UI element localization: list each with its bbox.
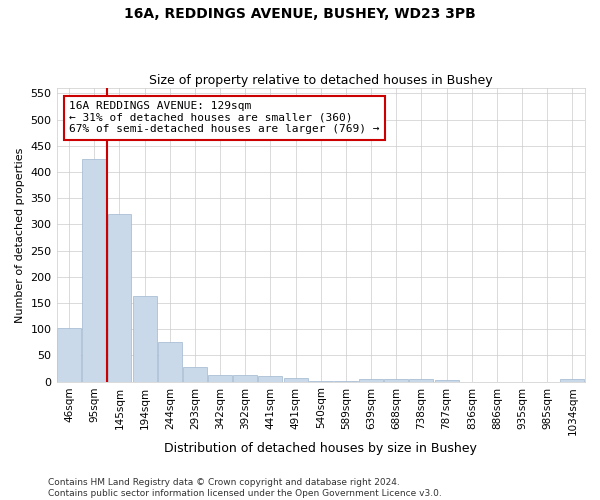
Y-axis label: Number of detached properties: Number of detached properties bbox=[15, 147, 25, 322]
Bar bbox=[82, 159, 106, 382]
Bar bbox=[434, 380, 458, 382]
Text: Contains HM Land Registry data © Crown copyright and database right 2024.
Contai: Contains HM Land Registry data © Crown c… bbox=[48, 478, 442, 498]
Title: Size of property relative to detached houses in Bushey: Size of property relative to detached ho… bbox=[149, 74, 493, 87]
Bar bbox=[208, 376, 232, 382]
Bar bbox=[309, 381, 333, 382]
Bar bbox=[284, 378, 308, 382]
Bar bbox=[560, 380, 584, 382]
Bar bbox=[233, 375, 257, 382]
Bar bbox=[334, 381, 358, 382]
Text: 16A REDDINGS AVENUE: 129sqm
← 31% of detached houses are smaller (360)
67% of se: 16A REDDINGS AVENUE: 129sqm ← 31% of det… bbox=[70, 102, 380, 134]
Bar bbox=[158, 342, 182, 382]
Text: 16A, REDDINGS AVENUE, BUSHEY, WD23 3PB: 16A, REDDINGS AVENUE, BUSHEY, WD23 3PB bbox=[124, 8, 476, 22]
Bar bbox=[183, 368, 207, 382]
Bar bbox=[107, 214, 131, 382]
Bar bbox=[409, 380, 433, 382]
Bar bbox=[259, 376, 283, 382]
X-axis label: Distribution of detached houses by size in Bushey: Distribution of detached houses by size … bbox=[164, 442, 477, 455]
Bar bbox=[359, 379, 383, 382]
Bar bbox=[57, 328, 81, 382]
Bar bbox=[133, 296, 157, 382]
Bar bbox=[385, 379, 408, 382]
